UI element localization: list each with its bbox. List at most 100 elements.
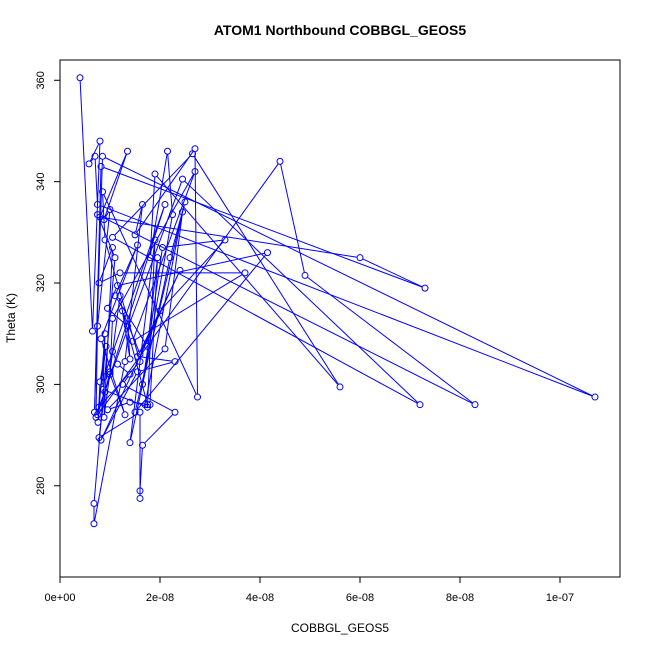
series-segment	[109, 321, 113, 372]
series-segment	[124, 385, 173, 412]
series-segment	[139, 448, 143, 488]
data-point	[336, 383, 344, 391]
data-point	[416, 401, 424, 409]
data-point	[151, 170, 159, 178]
series-segment	[97, 212, 111, 324]
series-segment	[94, 169, 102, 410]
series-segment	[110, 402, 128, 410]
data-point	[176, 266, 184, 274]
data-point	[89, 327, 96, 335]
series-segment	[123, 376, 129, 383]
y-axis-label: Theta (K)	[4, 293, 18, 343]
data-point	[136, 408, 144, 416]
data-point	[301, 271, 309, 279]
series-segment	[184, 180, 419, 403]
data-point	[114, 360, 121, 368]
data-point	[131, 408, 139, 416]
data-point	[166, 254, 174, 262]
series-segment	[103, 167, 423, 288]
series-segment	[97, 349, 107, 412]
data-point	[241, 269, 249, 277]
data-point	[151, 236, 159, 244]
series-segment	[140, 356, 173, 362]
data-point	[94, 418, 102, 426]
data-point	[104, 304, 111, 312]
data-point	[181, 198, 189, 206]
data-point	[136, 487, 144, 495]
series-segment	[102, 217, 358, 258]
x-axis: 0e+00 2e-08 4e-08 6e-08 8e-08 1e-07	[45, 576, 574, 604]
data-point	[471, 401, 479, 409]
data-point	[99, 152, 106, 160]
data-point	[100, 216, 108, 224]
series-segment	[142, 250, 163, 382]
data-point	[96, 137, 104, 145]
plot-frame	[59, 59, 621, 578]
series-segment	[105, 211, 109, 218]
series-segment	[133, 174, 195, 339]
series-segment	[193, 156, 339, 385]
series-segment	[114, 155, 191, 236]
data-point	[94, 200, 101, 208]
x-axis-label: COBBGL_GEOS5	[291, 621, 389, 635]
data-point	[94, 322, 101, 330]
data-point	[95, 434, 103, 442]
series-segment	[149, 177, 156, 255]
x-tick-label: 0e+00	[45, 592, 76, 604]
series-segment	[134, 274, 243, 341]
series-segment	[104, 207, 165, 375]
series-segment	[94, 159, 98, 202]
data-point	[276, 157, 284, 165]
data-point	[116, 292, 124, 300]
series-segment	[89, 143, 100, 162]
data-point	[91, 152, 99, 160]
series-segment	[95, 329, 98, 415]
data-point	[129, 337, 136, 345]
data-point	[189, 150, 196, 158]
data-point	[111, 254, 119, 262]
data-point	[94, 211, 101, 219]
x-tick-label: 4e-08	[246, 592, 274, 604]
data-point	[99, 188, 106, 196]
series-segment	[79, 80, 93, 329]
data-point	[101, 388, 109, 396]
data-point	[94, 411, 101, 419]
series-segment	[115, 247, 137, 294]
data-point	[85, 160, 93, 168]
data-point	[109, 233, 116, 241]
x-tick-label: 6e-08	[346, 592, 374, 604]
series-segment	[307, 276, 473, 404]
data-point	[134, 368, 141, 376]
data-point	[264, 249, 271, 257]
data-point	[139, 380, 146, 388]
series-segment	[149, 260, 158, 402]
data-point	[90, 500, 98, 507]
data-point	[97, 335, 105, 343]
data-point	[109, 315, 116, 322]
series-segment	[147, 260, 158, 344]
chart-title: ATOM1 Northbound COBBGL_GEOS5	[214, 22, 466, 38]
data-point	[194, 393, 201, 401]
data-point	[144, 401, 151, 409]
y-tick-label: 360	[35, 71, 47, 89]
data-point	[101, 330, 109, 338]
series-segment	[140, 272, 180, 352]
series-segment	[90, 158, 94, 162]
y-tick-label: 340	[35, 172, 47, 190]
series-layer	[76, 74, 599, 528]
data-point	[96, 378, 104, 386]
series-segment	[103, 298, 121, 415]
data-point	[126, 370, 134, 378]
series-segment	[104, 157, 593, 397]
series-segment	[144, 414, 174, 444]
data-point	[126, 398, 134, 406]
data-point	[179, 175, 186, 183]
data-point	[221, 236, 229, 244]
data-point	[169, 211, 176, 219]
data-point	[106, 370, 114, 378]
series-segment	[92, 144, 101, 329]
data-point	[104, 406, 111, 414]
data-point	[171, 358, 179, 366]
y-tick-label: 300	[35, 375, 47, 393]
series-segment	[129, 242, 156, 440]
